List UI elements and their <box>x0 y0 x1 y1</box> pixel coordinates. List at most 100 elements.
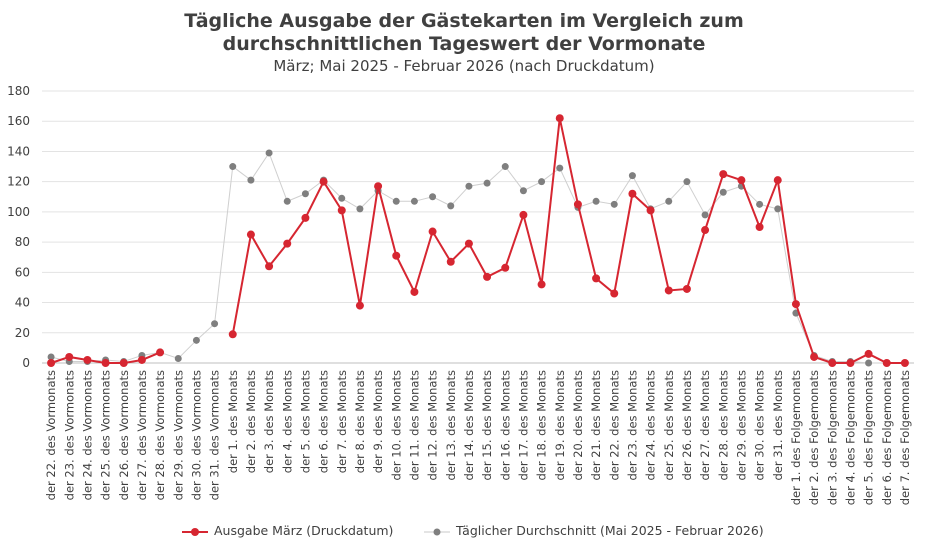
data-point-march <box>101 359 110 367</box>
x-tick-label: der 8. des Monats <box>353 370 367 473</box>
data-point-average <box>719 188 727 196</box>
data-point-march <box>156 348 165 357</box>
y-tick-label: 20 <box>15 326 30 340</box>
data-point-march <box>755 223 764 231</box>
series-line-march <box>50 117 905 364</box>
data-point-average <box>665 197 673 205</box>
data-point-average <box>265 149 273 157</box>
x-tick-label: der 31. des Vormonats <box>208 370 222 500</box>
data-point-march <box>337 206 346 215</box>
data-point-march <box>83 355 92 364</box>
data-point-average <box>247 176 255 184</box>
data-point-march <box>446 257 455 266</box>
data-point-average <box>338 194 346 202</box>
data-point-average <box>865 359 873 367</box>
data-point-march <box>592 274 601 283</box>
data-point-march <box>283 239 292 248</box>
x-tick-label: der 25. des Monats <box>662 370 676 481</box>
x-tick-label: der 22. des Monats <box>607 370 621 481</box>
x-tick-label: der 28. des Vormonats <box>153 370 167 500</box>
data-point-march <box>610 289 619 298</box>
x-tick-label: der 12. des Monats <box>426 370 440 481</box>
x-tick-label: der 5. des Monats <box>298 370 312 473</box>
data-point-march <box>319 177 328 186</box>
legend-label-average: Täglicher Durchschnitt (Mai 2025 - Febru… <box>455 523 764 538</box>
x-tick-label: der 28. des Monats <box>716 370 730 481</box>
x-tick-label: der 7. des Folgemonats <box>898 370 912 505</box>
x-tick-label: der 27. des Monats <box>698 370 712 481</box>
data-point-march <box>428 227 437 236</box>
x-tick-label: der 19. des Monats <box>553 370 567 481</box>
data-point-march <box>464 239 473 248</box>
x-tick-label: der 24. des Monats <box>644 370 658 481</box>
data-point-march <box>392 251 401 260</box>
x-tick-label: der 10. des Monats <box>389 370 403 481</box>
data-point-march <box>864 349 873 358</box>
x-tick-label: der 24. des Vormonats <box>80 370 94 500</box>
data-point-average <box>701 211 709 219</box>
data-point-average <box>538 178 546 186</box>
x-tick-label: der 21. des Monats <box>589 370 603 481</box>
x-tick-label: der 23. des Vormonats <box>62 370 76 500</box>
x-tick-label: der 9. des Monats <box>371 370 385 473</box>
x-tick-label: der 23. des Monats <box>625 370 639 481</box>
legend-marker-average <box>424 528 450 535</box>
data-point-march <box>573 200 582 209</box>
data-point-march <box>555 114 564 123</box>
data-point-average <box>465 182 473 190</box>
data-point-march <box>701 226 710 235</box>
data-point-average <box>392 197 400 205</box>
data-point-average <box>283 197 291 205</box>
data-point-march <box>65 352 74 361</box>
y-tick-label: 120 <box>7 175 30 189</box>
x-tick-label: der 27. des Vormonats <box>135 370 149 500</box>
data-point-average <box>774 205 782 213</box>
data-point-march <box>846 359 855 367</box>
data-point-average <box>174 354 182 362</box>
data-point-average <box>556 164 564 172</box>
y-tick-label: 140 <box>7 144 30 158</box>
data-point-march <box>47 359 56 367</box>
chart-subtitle: März; Mai 2025 - Februar 2026 (nach Druc… <box>273 57 655 75</box>
data-point-average <box>447 202 455 210</box>
y-tick-label: 180 <box>7 84 30 98</box>
data-point-march <box>791 300 800 309</box>
x-tick-label: der 16. des Monats <box>498 370 512 481</box>
data-point-march <box>537 280 546 289</box>
data-point-average <box>47 353 55 361</box>
data-point-march <box>501 263 510 272</box>
data-point-average <box>610 200 618 208</box>
x-tick-label: der 25. des Vormonats <box>99 370 113 500</box>
x-tick-label: der 20. des Monats <box>571 370 585 481</box>
y-tick-label: 100 <box>7 205 30 219</box>
data-point-march <box>882 359 891 367</box>
data-point-march <box>483 272 492 281</box>
data-point-march <box>773 176 782 185</box>
data-point-average <box>483 179 491 187</box>
x-tick-label: der 6. des Monats <box>317 370 331 473</box>
x-tick-label: der 7. des Monats <box>335 370 349 473</box>
x-tick-label: der 4. des Folgemonats <box>843 370 857 505</box>
x-tick-label: der 15. des Monats <box>480 370 494 481</box>
x-tick-label: der 31. des Monats <box>771 370 785 481</box>
data-point-march <box>119 359 128 367</box>
x-tick-label: der 2. des Monats <box>244 370 258 473</box>
chart-title-line2: durchschnittlichen Tageswert der Vormona… <box>222 33 706 55</box>
x-tick-label: der 4. des Monats <box>280 370 294 473</box>
data-point-march <box>682 284 691 293</box>
legend-item-average: Täglicher Durchschnitt (Mai 2025 - Febru… <box>422 523 764 538</box>
x-tick-label: der 2. des Folgemonats <box>807 370 821 505</box>
data-point-average <box>592 197 600 205</box>
data-point-march <box>246 230 255 239</box>
x-tick-label: der 26. des Vormonats <box>117 370 131 500</box>
x-tick-label: der 29. des Monats <box>734 370 748 481</box>
x-tick-label: der 17. des Monats <box>516 370 530 481</box>
data-point-march <box>355 301 364 310</box>
x-tick-label: der 18. des Monats <box>535 370 549 481</box>
y-tick-label: 0 <box>22 356 30 370</box>
x-tick-label: der 11. des Monats <box>407 370 421 481</box>
data-point-march <box>228 330 237 339</box>
data-point-average <box>683 178 691 186</box>
data-point-march <box>374 182 383 191</box>
data-point-average <box>211 320 219 328</box>
